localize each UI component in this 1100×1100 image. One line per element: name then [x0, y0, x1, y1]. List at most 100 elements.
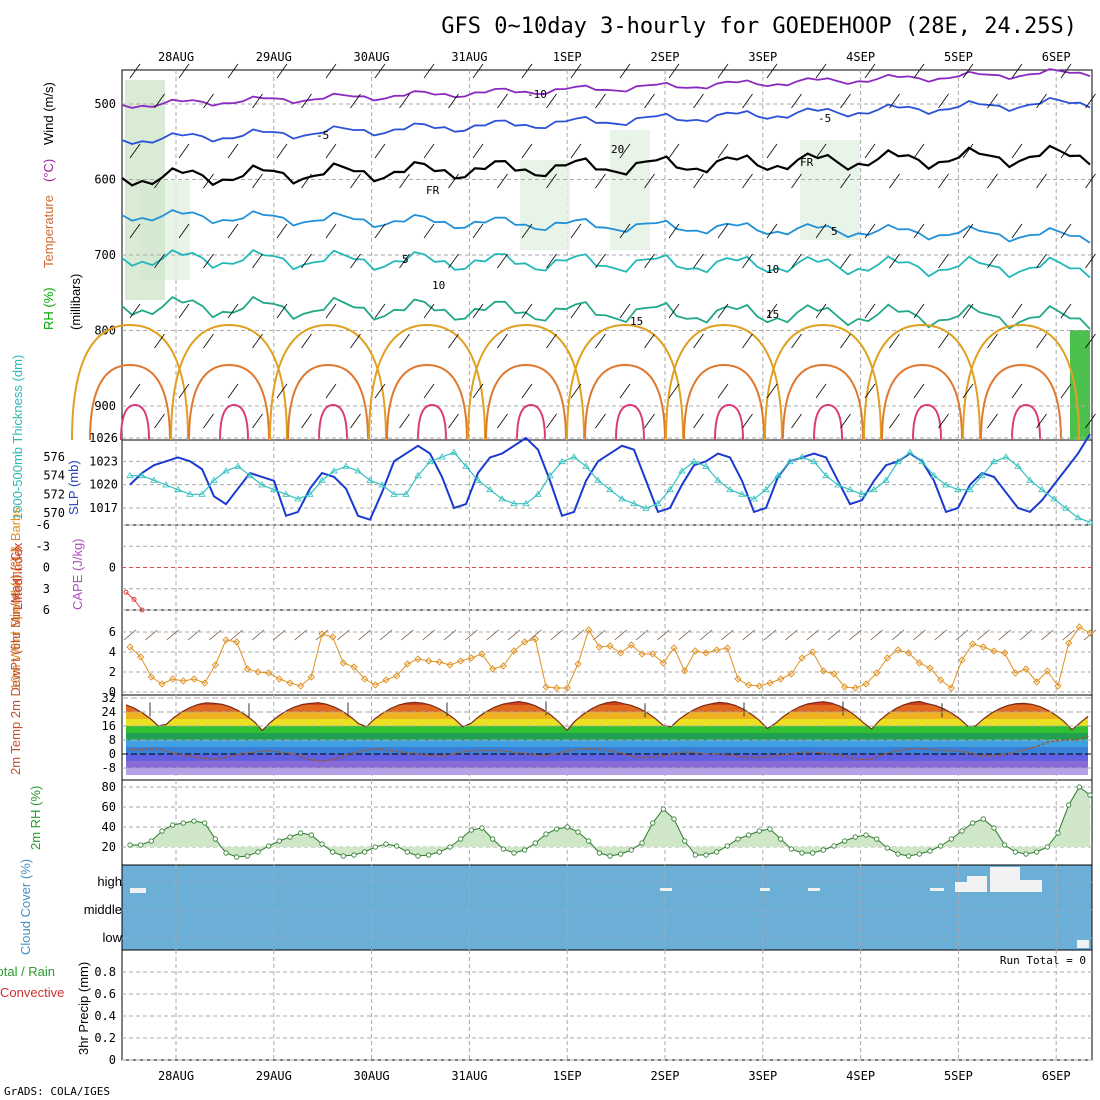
- wind-barb: [644, 413, 655, 429]
- wind-barb: [497, 333, 508, 349]
- temp-band: [126, 740, 1088, 747]
- wind-barb: [1011, 143, 1023, 159]
- run-total: Run Total = 0: [1000, 954, 1086, 967]
- thickness-marker: [894, 457, 902, 465]
- wind-barb: [742, 333, 753, 349]
- thickness-marker: [738, 490, 746, 497]
- precip-tick-label: 0.2: [94, 1031, 116, 1045]
- wind-barb: [717, 303, 729, 319]
- thickness-marker: [858, 490, 866, 497]
- wind-barb: [546, 333, 557, 349]
- thickness-tick-label: 570: [43, 506, 65, 520]
- wind-speed-marker: [382, 676, 390, 684]
- rh-point: [298, 830, 304, 836]
- pressure-tick-label: 500: [94, 97, 116, 111]
- rh-point: [714, 849, 720, 855]
- thickness-marker: [450, 448, 458, 455]
- x-tick-label-bottom: 3SEP: [748, 1069, 777, 1083]
- li-tick-label: 3: [43, 582, 50, 596]
- rh-point: [650, 820, 656, 826]
- surface-wind-barb: [230, 629, 243, 641]
- wind-barb: [129, 303, 141, 319]
- wind-barb: [840, 93, 851, 109]
- wind-barb: [889, 93, 900, 109]
- wind-barb: [301, 333, 312, 349]
- surface-wind-barb: [507, 629, 521, 641]
- thickness-marker: [870, 485, 878, 493]
- wind-barb: [962, 63, 974, 79]
- wind-barb: [325, 143, 337, 159]
- wind-barb: [350, 253, 361, 269]
- wind-barb: [448, 253, 459, 269]
- wind-speed-marker: [809, 648, 817, 656]
- surface-wind-barb: [827, 629, 841, 641]
- wind-speed-marker: [446, 661, 454, 669]
- rh-point: [1044, 844, 1050, 850]
- precip-tick-label: 0.8: [94, 965, 116, 979]
- thickness-marker: [654, 499, 662, 507]
- thickness-marker: [234, 462, 242, 469]
- contour-label: 5: [402, 253, 409, 266]
- wind-barb: [1011, 63, 1023, 79]
- wind-barb: [987, 413, 998, 429]
- warm-20-arch: [170, 323, 288, 441]
- wind-barb: [791, 253, 802, 269]
- thickness-marker: [330, 467, 338, 474]
- wind-barb: [227, 223, 239, 239]
- wind-barb: [178, 303, 190, 319]
- wind-barb: [497, 253, 508, 269]
- precip-panel: [121, 949, 1093, 1061]
- wind-speed-marker: [723, 644, 731, 652]
- rh-point: [778, 836, 784, 842]
- surface-wind-barb: [465, 629, 478, 641]
- contour-label: -10: [527, 88, 547, 101]
- wind-barb: [423, 143, 435, 159]
- wind-barb: [472, 223, 484, 239]
- surface-wind-barb: [273, 629, 286, 641]
- thickness-marker: [942, 481, 950, 488]
- wind-barb: [448, 333, 459, 349]
- wind-barb: [472, 383, 484, 399]
- wind-barb: [595, 173, 606, 189]
- wind-speed-marker: [147, 673, 155, 681]
- rh-point: [532, 840, 538, 846]
- wind-barb: [350, 173, 361, 189]
- rh-point: [223, 850, 229, 856]
- rh-point: [554, 826, 560, 832]
- rh-point: [799, 850, 805, 856]
- wind-speed-marker: [670, 644, 678, 652]
- thickness-marker: [786, 457, 794, 465]
- pressure-tick-label: 600: [94, 172, 116, 186]
- wind-barb: [374, 303, 386, 319]
- wind-barb: [913, 223, 925, 239]
- warm-20-arch: [71, 323, 189, 441]
- surface-wind-barb: [763, 629, 777, 641]
- rh-shading: [1070, 330, 1090, 440]
- chart-title: GFS 0~10day 3-hourly for GOEDEHOOP (28E,…: [441, 14, 1077, 39]
- wind-barb: [521, 303, 533, 319]
- rh-point: [308, 832, 314, 838]
- rh-point: [980, 816, 986, 822]
- precip-tick-label: 0.6: [94, 987, 116, 1001]
- wind-speed-marker: [542, 683, 550, 691]
- rh-point: [191, 818, 197, 824]
- wind-speed-marker: [819, 667, 827, 675]
- wind-barb: [1036, 93, 1047, 109]
- wind-barb: [619, 303, 631, 319]
- wind-speed-marker: [222, 636, 230, 644]
- wind-speed-marker: [265, 669, 273, 677]
- wind-barb: [521, 223, 533, 239]
- thickness-marker: [198, 490, 206, 497]
- wind-barb: [595, 253, 606, 269]
- wind-barb: [448, 173, 459, 189]
- thickness-marker: [174, 485, 182, 493]
- surface-wind-barb: [251, 629, 265, 641]
- wind-speed-marker: [926, 664, 934, 672]
- rh-point: [1012, 849, 1018, 855]
- wind-speed-marker: [371, 681, 379, 689]
- temp-line: [125, 700, 1089, 732]
- wind-barb: [742, 413, 753, 429]
- wind-speed-marker: [755, 682, 763, 690]
- wind-speed-marker: [393, 672, 401, 680]
- wind-speed-marker: [969, 640, 977, 648]
